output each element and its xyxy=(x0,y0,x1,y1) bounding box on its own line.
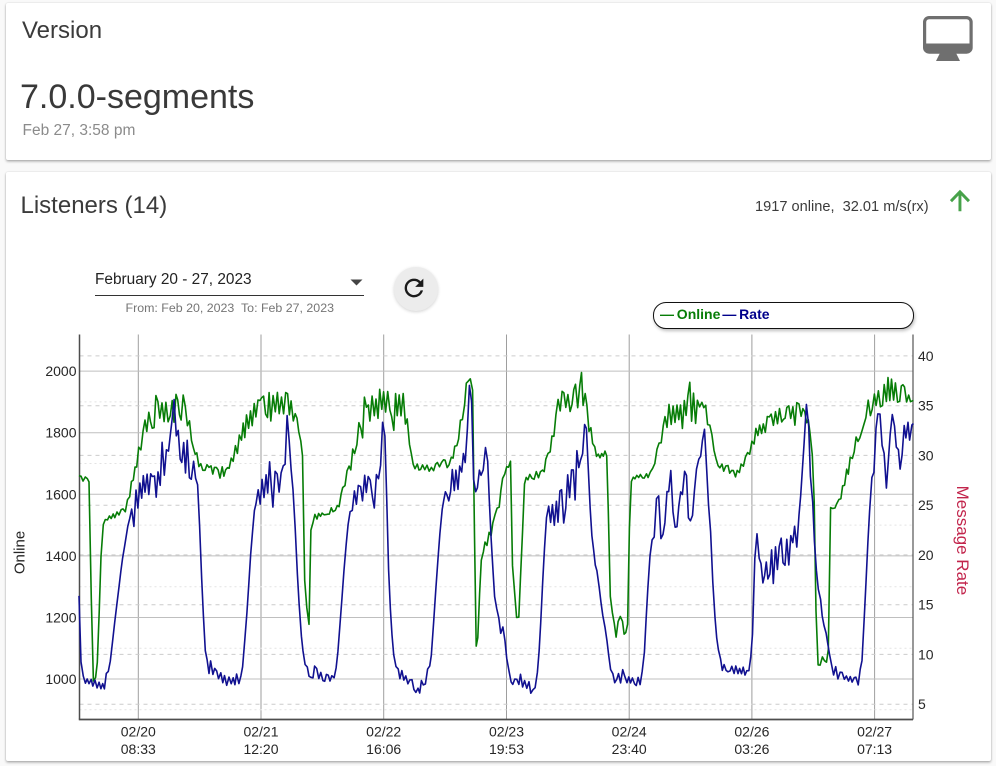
svg-text:1800: 1800 xyxy=(45,425,76,441)
svg-text:25: 25 xyxy=(918,497,934,513)
svg-text:15: 15 xyxy=(918,597,934,613)
svg-text:1000: 1000 xyxy=(45,671,76,687)
svg-text:40: 40 xyxy=(918,348,934,364)
svg-text:5: 5 xyxy=(918,696,926,712)
svg-text:02/21: 02/21 xyxy=(243,724,278,740)
svg-text:02/22: 02/22 xyxy=(366,724,401,740)
svg-text:1200: 1200 xyxy=(45,610,76,626)
svg-text:02/23: 02/23 xyxy=(489,724,524,740)
svg-text:16:06: 16:06 xyxy=(366,741,401,757)
svg-text:02/24: 02/24 xyxy=(612,724,647,740)
svg-text:1400: 1400 xyxy=(45,548,76,564)
svg-text:02/26: 02/26 xyxy=(734,724,769,740)
svg-text:2000: 2000 xyxy=(45,363,76,379)
svg-text:20: 20 xyxy=(918,547,934,563)
svg-text:35: 35 xyxy=(918,398,934,414)
svg-text:19:53: 19:53 xyxy=(489,741,524,757)
svg-text:12:20: 12:20 xyxy=(243,741,278,757)
svg-text:23:40: 23:40 xyxy=(612,741,647,757)
svg-text:07:13: 07:13 xyxy=(857,741,892,757)
svg-text:10: 10 xyxy=(918,646,934,662)
svg-text:1600: 1600 xyxy=(45,486,76,502)
svg-text:03:26: 03:26 xyxy=(734,741,769,757)
svg-text:Message Rate: Message Rate xyxy=(953,486,972,596)
svg-text:Online: Online xyxy=(12,531,29,574)
svg-text:02/20: 02/20 xyxy=(121,724,156,740)
svg-text:02/27: 02/27 xyxy=(857,724,892,740)
svg-text:30: 30 xyxy=(918,447,934,463)
svg-text:08:33: 08:33 xyxy=(121,741,156,757)
